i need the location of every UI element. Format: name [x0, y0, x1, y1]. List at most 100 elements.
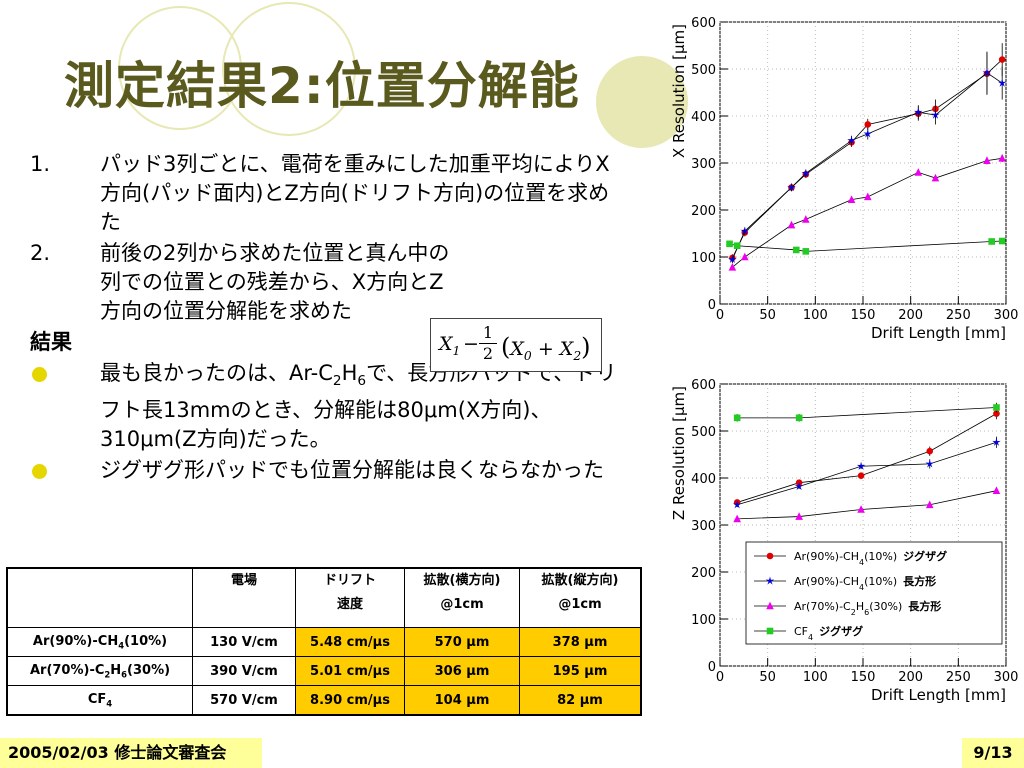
data-point: [728, 263, 737, 271]
formula-paren: ): [581, 333, 591, 361]
data-point: [926, 447, 934, 455]
data-point: [997, 78, 1007, 87]
x-tick-label: 200: [898, 308, 923, 323]
x-tick-label: 0: [716, 308, 724, 323]
bullet-text: H: [341, 361, 358, 385]
y-tick-label: 300: [691, 157, 716, 172]
y-tick-label: 0: [708, 660, 716, 675]
field-cell: 130 V/cm: [192, 627, 296, 657]
table-header-cell: 拡散(縦方向) @1cm: [519, 567, 642, 628]
y-tick-label: 200: [691, 204, 716, 219]
bullet-item: 最も良かったのは、Ar-C2H6で、長方形パッドで、ドリフト長13mmのとき、分…: [30, 359, 630, 454]
data-point: [931, 110, 940, 119]
x-tick-label: 150: [851, 308, 876, 323]
formula-sub: 1: [452, 343, 461, 358]
data-point: [847, 195, 856, 203]
x-tick-label: 200: [898, 670, 923, 685]
data-point: [801, 168, 811, 177]
data-point: [998, 56, 1006, 63]
data-point: [857, 472, 865, 479]
formula-sub: 0: [523, 348, 532, 363]
y-tick-label: 0: [708, 298, 716, 313]
decorative-circle-right: [222, 2, 356, 136]
field-cell: 390 V/cm: [192, 656, 296, 686]
data-point: [992, 486, 1001, 494]
results-heading: 結果: [30, 330, 72, 354]
data-point: [765, 576, 775, 585]
data-point: [733, 414, 741, 422]
diffusion-transverse-cell: 306 μm: [404, 656, 520, 686]
data-point: [863, 129, 873, 138]
data-point: [740, 252, 749, 261]
bullet-item: ジグザグ形パッドでも位置分解能は良くならなかった: [30, 456, 630, 485]
diffusion-longitudinal-cell: 82 μm: [519, 685, 642, 716]
table-header-cell: [6, 567, 193, 628]
speed-cell: 5.48 cm/μs: [295, 627, 405, 657]
data-point: [732, 500, 742, 509]
data-point: [766, 627, 774, 635]
data-point: [998, 237, 1006, 245]
series-line: [732, 59, 1003, 259]
data-point: [733, 242, 741, 250]
legend-label: Ar(90%)-CH4(10%) 長方形: [794, 574, 936, 592]
list-number: 1.: [30, 152, 51, 176]
data-point: [733, 514, 741, 523]
diffusion-longitudinal-cell: 378 μm: [519, 627, 642, 657]
y-tick-label: 600: [691, 16, 716, 31]
data-point: [792, 246, 800, 254]
data-point: [992, 437, 1001, 446]
data-point: [864, 121, 872, 128]
data-point: [726, 240, 733, 248]
data-point: [857, 505, 865, 513]
gas-cell: Ar(70%)-C2H6(30%): [6, 656, 193, 686]
legend-label: CF4 ジグザグ: [794, 624, 863, 642]
bullet-dot-icon: [32, 367, 47, 382]
table-header-cell: ドリフト 速度: [295, 567, 405, 628]
data-point: [983, 156, 991, 164]
page-title: 測定結果2:位置分解能: [64, 57, 580, 115]
y-tick-label: 500: [691, 63, 716, 78]
y-tick-label: 500: [691, 425, 716, 440]
data-point: [802, 215, 810, 223]
data-point: [925, 500, 934, 509]
formula-sub: 2: [573, 348, 582, 363]
data-point: [988, 238, 995, 245]
data-point: [728, 254, 737, 263]
bullet-dot-icon: [32, 464, 47, 480]
data-point: [740, 226, 750, 235]
formula-fraction: 1 2: [479, 323, 497, 364]
formula-var: X: [559, 338, 574, 360]
table-row: CF4 570 V/cm 8.90 cm/μs 104 μm 82 μm: [6, 685, 642, 716]
page-number: 9/13: [962, 738, 1024, 768]
x-tick-label: 50: [759, 308, 776, 323]
y-tick-label: 100: [691, 251, 716, 266]
formula-var: X: [510, 338, 524, 360]
data-point: [993, 410, 1000, 417]
x-tick-label: 250: [946, 670, 971, 685]
x-tick-label: 300: [994, 308, 1019, 323]
formula-plus: +: [537, 338, 554, 360]
table-header-cell: 拡散(横方向) @1cm: [404, 567, 520, 628]
data-point: [766, 601, 774, 610]
list-item: 1. パッド3列ごとに、電荷を重みにした加重平均によりX方向(パッド面内)とZ方…: [30, 150, 630, 237]
data-point: [914, 168, 923, 176]
data-point: [766, 552, 774, 560]
formula-paren-term: (X0 + X2): [501, 333, 591, 363]
diffusion-longitudinal-cell: 195 μm: [519, 656, 642, 686]
subscript: 2: [332, 373, 342, 390]
gas-cell: CF4: [6, 685, 193, 716]
data-point: [993, 404, 1000, 411]
legend-box: [745, 541, 1003, 645]
gas-cell: Ar(90%)-CH4(10%): [6, 627, 193, 657]
table-header-row: 電場 ドリフト 速度 拡散(横方向) @1cm 拡散(縦方向) @1cm: [6, 567, 642, 628]
fraction-numerator: 1: [482, 323, 494, 342]
data-point: [931, 173, 940, 182]
formula-box: X1 − 1 2 (X0 + X2): [430, 318, 602, 372]
field-cell: 570 V/cm: [192, 685, 296, 716]
data-point: [998, 154, 1006, 162]
y-axis-label: X Resolution [μm]: [670, 24, 688, 158]
speed-cell: 8.90 cm/μs: [295, 685, 405, 716]
formula-paren: (: [501, 333, 511, 361]
